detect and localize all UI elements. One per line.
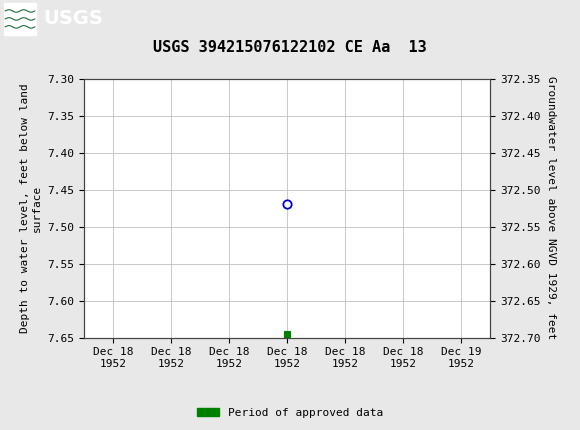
Text: USGS 394215076122102 CE Aa  13: USGS 394215076122102 CE Aa 13 [153,40,427,55]
Legend: Period of approved data: Period of approved data [193,403,387,422]
Y-axis label: Depth to water level, feet below land
surface: Depth to water level, feet below land su… [20,83,42,333]
Y-axis label: Groundwater level above NGVD 1929, feet: Groundwater level above NGVD 1929, feet [546,77,556,340]
Text: USGS: USGS [44,9,103,28]
Bar [4,3,36,35]
